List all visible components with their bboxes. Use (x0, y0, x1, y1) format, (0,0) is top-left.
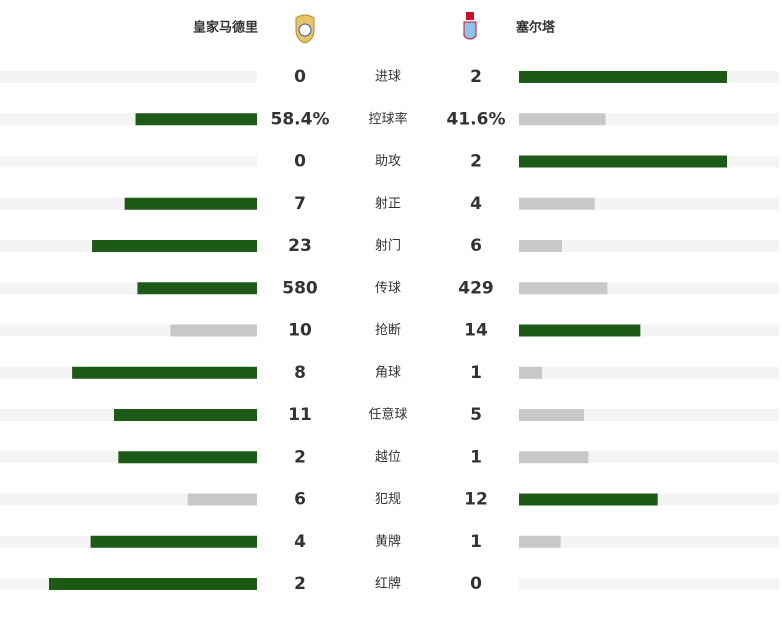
category-label: 角球 (375, 365, 401, 380)
category-label: 控球率 (368, 111, 407, 127)
bar (170, 324, 257, 337)
track (0, 71, 257, 83)
track (519, 366, 779, 379)
away-value: 4 (470, 194, 482, 214)
category-label: 任意球 (368, 407, 407, 423)
bar (519, 282, 608, 295)
away-value: 1 (470, 363, 482, 383)
away-value: 14 (464, 321, 488, 341)
category-label: 红牌 (375, 576, 401, 592)
away-value: 6 (470, 236, 482, 256)
home-value: 6 (294, 490, 306, 510)
bar (118, 451, 257, 464)
bar (519, 451, 589, 464)
bar (72, 366, 257, 379)
home-value: 58.4% (271, 109, 330, 129)
track (519, 578, 779, 590)
away-logo (463, 12, 477, 40)
bar (519, 366, 543, 379)
home-logo (295, 14, 315, 44)
home-value: 2 (294, 447, 306, 467)
bar (519, 324, 641, 337)
bar (49, 578, 257, 590)
bar (519, 71, 727, 83)
away-value: 429 (458, 278, 494, 298)
away-value: 41.6% (447, 109, 506, 129)
track (519, 535, 779, 548)
home-value: 4 (294, 532, 306, 552)
home-value: 23 (288, 236, 312, 256)
category-label: 犯规 (375, 492, 401, 507)
track (519, 240, 779, 252)
away-team: 塞尔塔 (516, 20, 556, 36)
bar (519, 155, 727, 168)
home-value: 11 (288, 405, 312, 425)
away-value: 1 (470, 532, 482, 552)
bar (124, 197, 258, 210)
home-value: 0 (294, 67, 306, 87)
category-label: 助攻 (375, 154, 401, 169)
away-value: 2 (470, 152, 482, 172)
category-label: 传球 (375, 281, 401, 296)
category-label: 进球 (375, 70, 401, 85)
home-value: 0 (294, 152, 306, 172)
bar (92, 240, 257, 252)
bar (519, 197, 595, 210)
track (0, 155, 257, 168)
bar (114, 409, 257, 421)
category-label: 黄牌 (375, 533, 401, 549)
bar (135, 113, 257, 126)
category-label: 射正 (375, 195, 401, 211)
away-value: 2 (470, 67, 482, 87)
home-value: 580 (282, 278, 318, 298)
away-value: 12 (464, 490, 488, 510)
bar (519, 409, 584, 421)
bar (187, 493, 257, 506)
bar (519, 493, 658, 506)
away-value: 0 (470, 574, 482, 594)
category-label: 抢断 (375, 322, 401, 338)
category-label: 射门 (375, 238, 401, 254)
home-value: 10 (288, 321, 312, 341)
home-value: 2 (294, 574, 306, 594)
bar (519, 240, 563, 252)
home-team: 皇家马德里 (193, 20, 258, 36)
bar (519, 535, 561, 548)
away-value: 5 (470, 405, 482, 425)
category-label: 越位 (375, 450, 401, 465)
bar (137, 282, 257, 295)
bar (90, 535, 257, 548)
bar (519, 113, 606, 126)
away-value: 1 (470, 447, 482, 467)
home-value: 7 (294, 194, 306, 214)
home-value: 8 (294, 363, 306, 383)
